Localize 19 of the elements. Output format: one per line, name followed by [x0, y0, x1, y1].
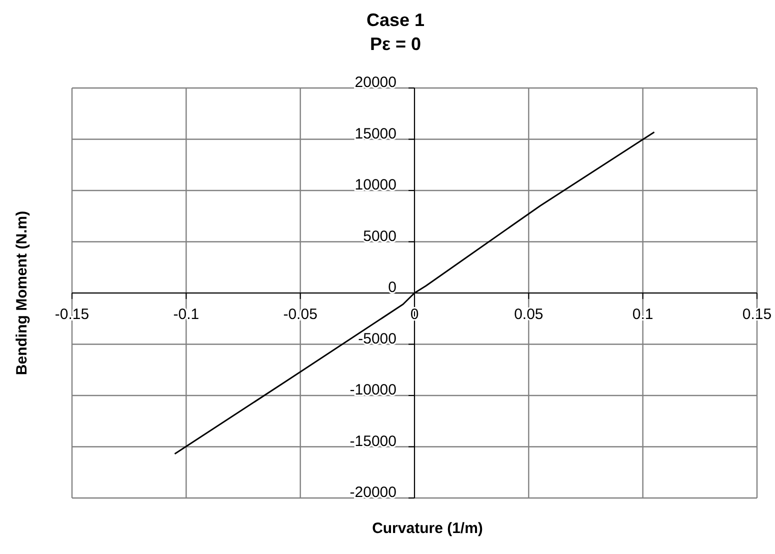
- y-tick-label: 0: [388, 279, 396, 296]
- y-tick-label: 5000: [363, 228, 396, 245]
- chart-title: Case 1: [365, 10, 426, 31]
- x-tick-label: -0.05: [283, 306, 318, 323]
- y-tick-label: 10000: [354, 176, 396, 194]
- y-tick-label: -15000: [350, 432, 396, 450]
- x-tick-label: 0.1: [632, 306, 654, 323]
- y-tick-label: -5000: [358, 330, 396, 348]
- x-tick-label: 0.15: [742, 306, 772, 323]
- y-tick-label: -20000: [350, 484, 396, 501]
- x-axis-title: Curvature (1/m): [371, 520, 484, 537]
- y-tick-label: 20000: [354, 74, 396, 91]
- x-tick-label: -0.15: [54, 306, 90, 323]
- chart-subtitle: Pε = 0: [368, 34, 422, 55]
- y-tick-label: -10000: [350, 382, 396, 398]
- y-tick-label: 15000: [354, 125, 396, 142]
- x-tick-label: -0.1: [173, 306, 200, 323]
- x-tick-label: 0.05: [514, 306, 544, 323]
- y-axis-title: Bending Moment (N.m): [14, 210, 30, 376]
